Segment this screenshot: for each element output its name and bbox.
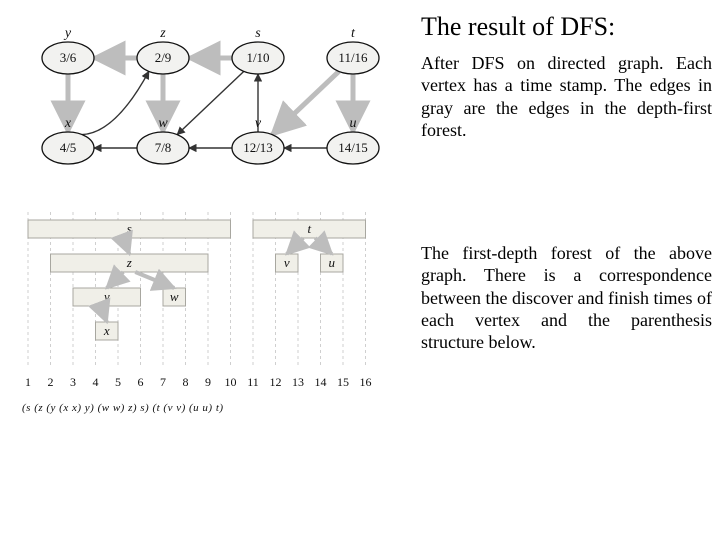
- svg-text:3/6: 3/6: [60, 50, 77, 65]
- dfs-graph-figure: 3/6 y 2/9 z 1/10 s 11/16 t 4/5 x 7/8 w 12/13 v 14/15 u: [8, 8, 403, 188]
- svg-text:13: 13: [292, 375, 304, 389]
- svg-text:7/8: 7/8: [155, 140, 172, 155]
- svg-text:x: x: [103, 323, 110, 338]
- svg-text:4: 4: [93, 375, 99, 389]
- svg-text:s: s: [255, 26, 261, 41]
- svg-text:w: w: [170, 289, 179, 304]
- svg-text:12/13: 12/13: [243, 140, 273, 155]
- svg-text:v: v: [255, 116, 262, 131]
- forest-figure: stzvuywx12345678910111213141516(s (z (y …: [8, 206, 403, 436]
- svg-text:x: x: [64, 116, 72, 131]
- svg-text:z: z: [126, 255, 132, 270]
- svg-text:1/10: 1/10: [246, 50, 269, 65]
- svg-text:t: t: [307, 221, 311, 236]
- svg-text:3: 3: [70, 375, 76, 389]
- bottom-row: stzvuywx12345678910111213141516(s (z (y …: [8, 206, 712, 436]
- svg-text:y: y: [102, 289, 110, 304]
- page-title: The result of DFS:: [421, 12, 712, 42]
- paragraph-2: The first-depth forest of the above grap…: [421, 242, 712, 354]
- svg-text:16: 16: [360, 375, 372, 389]
- paragraph-1: After DFS on directed graph. Each vertex…: [421, 52, 712, 141]
- svg-text:2/9: 2/9: [155, 50, 172, 65]
- svg-text:5: 5: [115, 375, 121, 389]
- svg-text:6: 6: [138, 375, 144, 389]
- svg-text:14/15: 14/15: [338, 140, 368, 155]
- svg-text:11/16: 11/16: [338, 50, 368, 65]
- forest-svg: stzvuywx12345678910111213141516(s (z (y …: [8, 206, 403, 436]
- top-text: The result of DFS: After DFS on directed…: [421, 8, 712, 188]
- svg-text:10: 10: [225, 375, 237, 389]
- svg-text:15: 15: [337, 375, 349, 389]
- svg-text:2: 2: [48, 375, 54, 389]
- svg-text:8: 8: [183, 375, 189, 389]
- svg-text:s: s: [127, 221, 132, 236]
- dfs-graph-svg: 3/6 y 2/9 z 1/10 s 11/16 t 4/5 x 7/8 w 12/13 v 14/15 u: [8, 8, 403, 188]
- svg-text:9: 9: [205, 375, 211, 389]
- svg-text:(s (z (y (x x) y) (w w): (s (z (y (x x) y) (w w) z) s) (t (v v) (…: [22, 402, 224, 414]
- bottom-text: The first-depth forest of the above grap…: [421, 206, 712, 436]
- svg-text:v: v: [284, 255, 290, 270]
- svg-text:11: 11: [247, 375, 259, 389]
- svg-text:y: y: [63, 26, 72, 41]
- svg-text:t: t: [351, 26, 356, 41]
- svg-text:14: 14: [315, 375, 327, 389]
- svg-text:7: 7: [160, 375, 166, 389]
- svg-text:u: u: [329, 255, 336, 270]
- svg-text:u: u: [350, 116, 357, 131]
- svg-text:w: w: [158, 116, 168, 131]
- svg-text:z: z: [159, 26, 166, 41]
- svg-text:12: 12: [270, 375, 282, 389]
- svg-text:4/5: 4/5: [60, 140, 77, 155]
- top-row: 3/6y2/9z1/10s11/16t4/5x7/8w12/13v14/15u …: [8, 8, 712, 188]
- svg-text:1: 1: [25, 375, 31, 389]
